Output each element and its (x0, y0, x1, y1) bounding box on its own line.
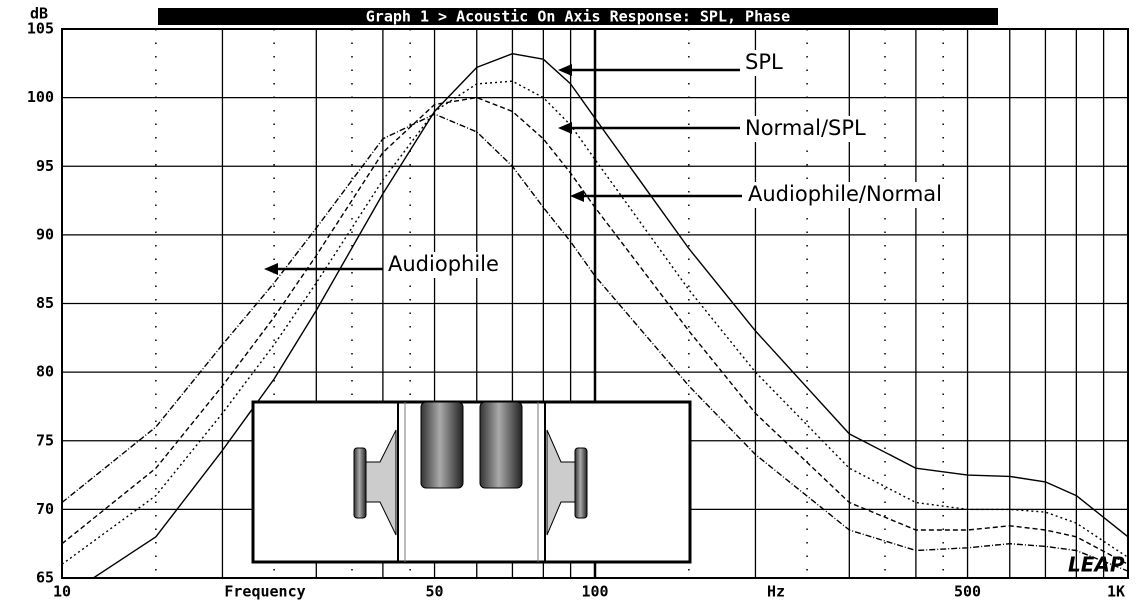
annotation-background (746, 182, 944, 208)
grid: 65 70 75 80 85 90 95 100 105 10 50 100 500 1K (27, 20, 1129, 601)
title-bar (158, 8, 998, 25)
series-line (62, 96, 1128, 565)
y-tick-label: 65 (36, 569, 54, 587)
annotation-arrow-head (558, 64, 572, 76)
annotation-arrow-head (570, 190, 584, 202)
annotation-label: Normal/SPL (745, 116, 866, 140)
x-tick-label: 1K (1107, 583, 1125, 601)
annotation-label: Audiophile (388, 252, 499, 276)
annotations: SPL Normal/SPL Audiophile/Normal Audiophile (264, 50, 944, 278)
x-tick-label: 10 (53, 583, 71, 601)
plot-frame (61, 28, 1129, 579)
logo: LEAP (1068, 553, 1125, 577)
driver-magnet (574, 447, 588, 519)
driver-magnet (353, 447, 367, 519)
driver-cone (365, 429, 397, 536)
annotation-background (386, 252, 501, 278)
enclosure-illustration (251, 400, 692, 564)
annotation-background (743, 50, 785, 76)
y-tick-label: 85 (36, 294, 54, 312)
y-tick-label: 75 (36, 431, 54, 449)
x-axis-label: Frequency (224, 583, 305, 601)
driver-cone (546, 429, 576, 536)
port (479, 401, 523, 489)
y-axis-label: dB (30, 5, 48, 23)
series-line (92, 53, 1128, 578)
y-tick-label: 105 (27, 20, 54, 38)
y-tick-label: 95 (36, 157, 54, 175)
y-tick-label: 70 (36, 500, 54, 518)
annotation-arrow-head (264, 263, 278, 275)
series-line (62, 113, 1128, 572)
x-tick-label: 500 (954, 583, 981, 601)
annotation-arrow-head (558, 122, 572, 134)
x-axis-unit: Hz (767, 583, 785, 601)
y-tick-label: 90 (36, 225, 54, 243)
y-tick-label: 100 (27, 88, 54, 106)
chart-title: Graph 1 > Acoustic On Axis Response: SPL… (366, 8, 790, 26)
x-tick-label: 50 (426, 583, 444, 601)
port (420, 401, 464, 489)
annotation-label: SPL (745, 50, 783, 74)
annotation-background (743, 116, 868, 142)
x-tick-label: 100 (581, 583, 608, 601)
enclosure-box (251, 400, 692, 564)
annotation-label: Audiophile/Normal (748, 182, 942, 206)
y-tick-label: 80 (36, 363, 54, 381)
